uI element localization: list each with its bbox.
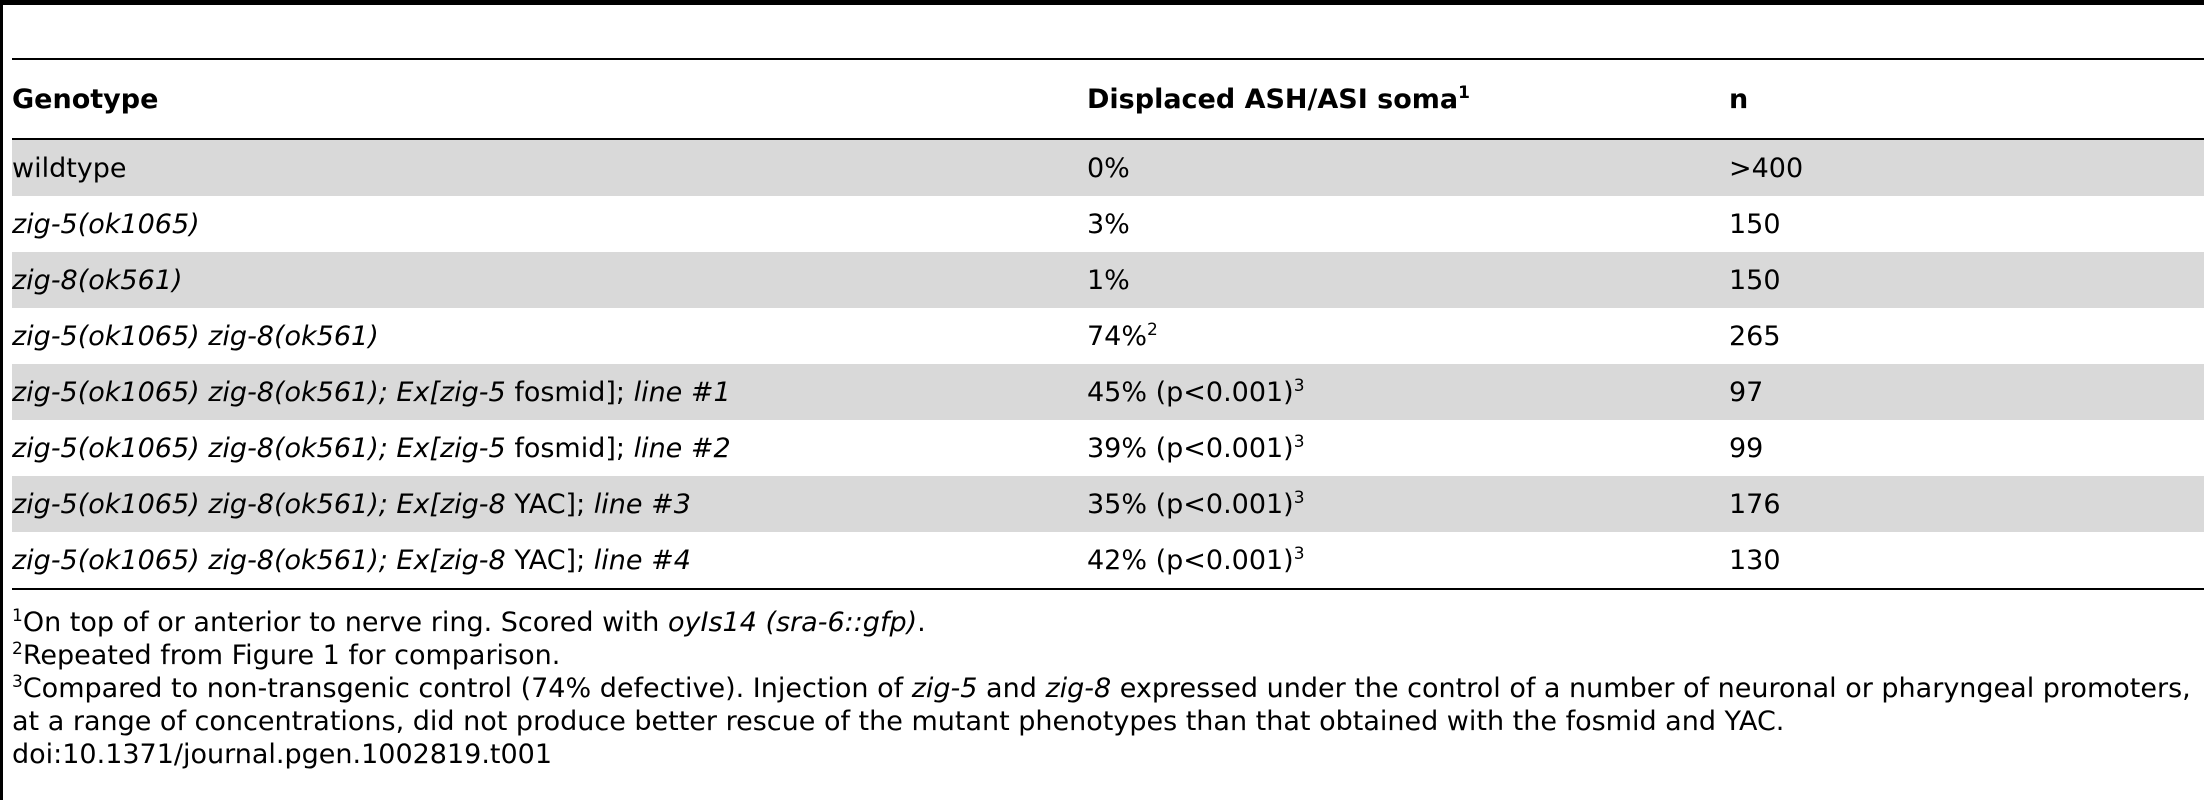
header-displaced: Displaced ASH/ASI soma1 [1087, 59, 1729, 139]
footnote-marker: 2 [12, 639, 23, 659]
genotype-segment: zig-5(ok1065) zig-8(ok561); Ex[zig-8 [12, 488, 506, 520]
genotype-cell: zig-5(ok1065) zig-8(ok561); Ex[zig-8 YAC… [12, 476, 1087, 532]
genotype-segment: line #3 [593, 488, 691, 520]
left-border [0, 0, 3, 800]
table-header-row: Genotype Displaced ASH/ASI soma1 n [12, 59, 2204, 139]
genotype-segment: zig-8(ok561) [12, 264, 183, 296]
genotype-cell: zig-5(ok1065) zig-8(ok561); Ex[zig-5 fos… [12, 420, 1087, 476]
footnote-segment: On top of or anterior to nerve ring. Sco… [22, 607, 668, 638]
n-cell: 176 [1729, 488, 1781, 520]
displaced-footnote-marker: 3 [1293, 431, 1305, 452]
n-cell: 99 [1729, 432, 1764, 464]
genotype-segment: zig-5(ok1065) zig-8(ok561) [12, 320, 379, 352]
footnote-segment: zig-5 [911, 673, 978, 704]
footnote: 2Repeated from Figure 1 for comparison. [12, 639, 2198, 672]
header-n: n [1729, 83, 1749, 115]
footnote-segment: . [917, 607, 926, 638]
genotype-cell: zig-8(ok561) [12, 252, 1087, 308]
n-cell: 97 [1729, 376, 1764, 408]
displaced-footnote-marker: 2 [1147, 319, 1158, 340]
displaced-footnote-marker: 3 [1293, 375, 1305, 396]
displaced-cell: 74%2 [1087, 308, 1729, 364]
genotype-segment: line #2 [633, 432, 731, 464]
genotype-segment: fosmid]; [505, 376, 634, 408]
displaced-cell: 1% [1087, 252, 1729, 308]
genotype-segment: zig-5(ok1065) zig-8(ok561); Ex[zig-8 [12, 544, 506, 576]
genotype-segment: zig-5(ok1065) [12, 208, 200, 240]
footnote-segment: and [977, 673, 1046, 704]
header-displaced-footnote-marker: 1 [1458, 82, 1470, 103]
displaced-cell: 35% (p<0.001)3 [1087, 476, 1729, 532]
footnote-segment: expressed under the control of a number … [12, 673, 2191, 737]
n-cell: >400 [1729, 152, 1804, 184]
table-row: zig-8(ok561) 1% 150 [12, 252, 2204, 308]
n-cell: 265 [1729, 320, 1781, 352]
table-row: zig-5(ok1065) 3% 150 [12, 196, 2204, 252]
table-row: zig-5(ok1065) zig-8(ok561); Ex[zig-8 YAC… [12, 476, 2204, 532]
genotype-segment: YAC]; [505, 488, 594, 520]
displaced-value: 45% (p<0.001) [1087, 376, 1294, 408]
n-cell: 150 [1729, 208, 1781, 240]
displaced-value: 74% [1087, 320, 1148, 352]
genotype-segment: wildtype [12, 152, 127, 184]
genotype-cell: zig-5(ok1065) zig-8(ok561); Ex[zig-8 YAC… [12, 532, 1087, 589]
footnote: 1On top of or anterior to nerve ring. Sc… [12, 606, 2198, 639]
table-row: zig-5(ok1065) zig-8(ok561) 74%2 265 [12, 308, 2204, 364]
displaced-value: 0% [1087, 152, 1130, 184]
genotype-segment: zig-5(ok1065) zig-8(ok561); Ex[zig-5 [12, 432, 506, 464]
displaced-value: 35% (p<0.001) [1087, 488, 1294, 520]
footnote-segment: oyIs14 (sra-6::gfp) [667, 607, 918, 638]
genotype-segment: line #1 [633, 376, 731, 408]
table-footnotes: 1On top of or anterior to nerve ring. Sc… [12, 606, 2198, 771]
genotype-segment: line #4 [593, 544, 691, 576]
displaced-cell: 0% [1087, 139, 1729, 196]
displaced-footnote-marker: 3 [1293, 487, 1305, 508]
table-row: wildtype 0% >400 [12, 139, 2204, 196]
displaced-value: 39% (p<0.001) [1087, 432, 1294, 464]
footnote-segment: zig-8 [1045, 673, 1112, 704]
genotype-cell: zig-5(ok1065) zig-8(ok561); Ex[zig-5 fos… [12, 364, 1087, 420]
header-genotype: Genotype [12, 83, 159, 115]
n-cell: 130 [1729, 544, 1781, 576]
footnote-segment: Compared to non-transgenic control (74% … [22, 673, 912, 704]
top-border [0, 0, 2204, 5]
footnote-marker: 3 [12, 672, 23, 692]
genotype-segment: fosmid]; [505, 432, 634, 464]
footnote-marker: 1 [12, 606, 23, 626]
displaced-value: 1% [1087, 264, 1130, 296]
displaced-value: 3% [1087, 208, 1130, 240]
displaced-cell: 42% (p<0.001)3 [1087, 532, 1729, 589]
header-displaced-label: Displaced ASH/ASI soma [1087, 83, 1459, 115]
table-body: wildtype 0% >400 zig-5(ok1065) 3% 150 zig-8(ok… [12, 139, 2204, 589]
footnote: 3Compared to non-transgenic control (74%… [12, 672, 2198, 738]
displaced-footnote-marker: 3 [1293, 543, 1305, 564]
doi-line: doi:10.1371/journal.pgen.1002819.t001 [12, 739, 553, 770]
genotype-cell: zig-5(ok1065) [12, 196, 1087, 252]
genotype-cell: zig-5(ok1065) zig-8(ok561) [12, 308, 1087, 364]
displaced-cell: 39% (p<0.001)3 [1087, 420, 1729, 476]
results-table: Genotype Displaced ASH/ASI soma1 n wildt… [12, 58, 2204, 590]
displaced-cell: 3% [1087, 196, 1729, 252]
genotype-segment: zig-5(ok1065) zig-8(ok561); Ex[zig-5 [12, 376, 506, 408]
footnote-segment: Repeated from Figure 1 for comparison. [22, 640, 561, 671]
table-row: zig-5(ok1065) zig-8(ok561); Ex[zig-5 fos… [12, 420, 2204, 476]
results-table-container: Genotype Displaced ASH/ASI soma1 n wildt… [12, 58, 2204, 590]
displaced-cell: 45% (p<0.001)3 [1087, 364, 1729, 420]
genotype-cell: wildtype [12, 139, 1087, 196]
displaced-value: 42% (p<0.001) [1087, 544, 1294, 576]
table-row: zig-5(ok1065) zig-8(ok561); Ex[zig-5 fos… [12, 364, 2204, 420]
n-cell: 150 [1729, 264, 1781, 296]
table-row: zig-5(ok1065) zig-8(ok561); Ex[zig-8 YAC… [12, 532, 2204, 589]
footnote-list: 1On top of or anterior to nerve ring. Sc… [12, 606, 2198, 738]
genotype-segment: YAC]; [505, 544, 594, 576]
